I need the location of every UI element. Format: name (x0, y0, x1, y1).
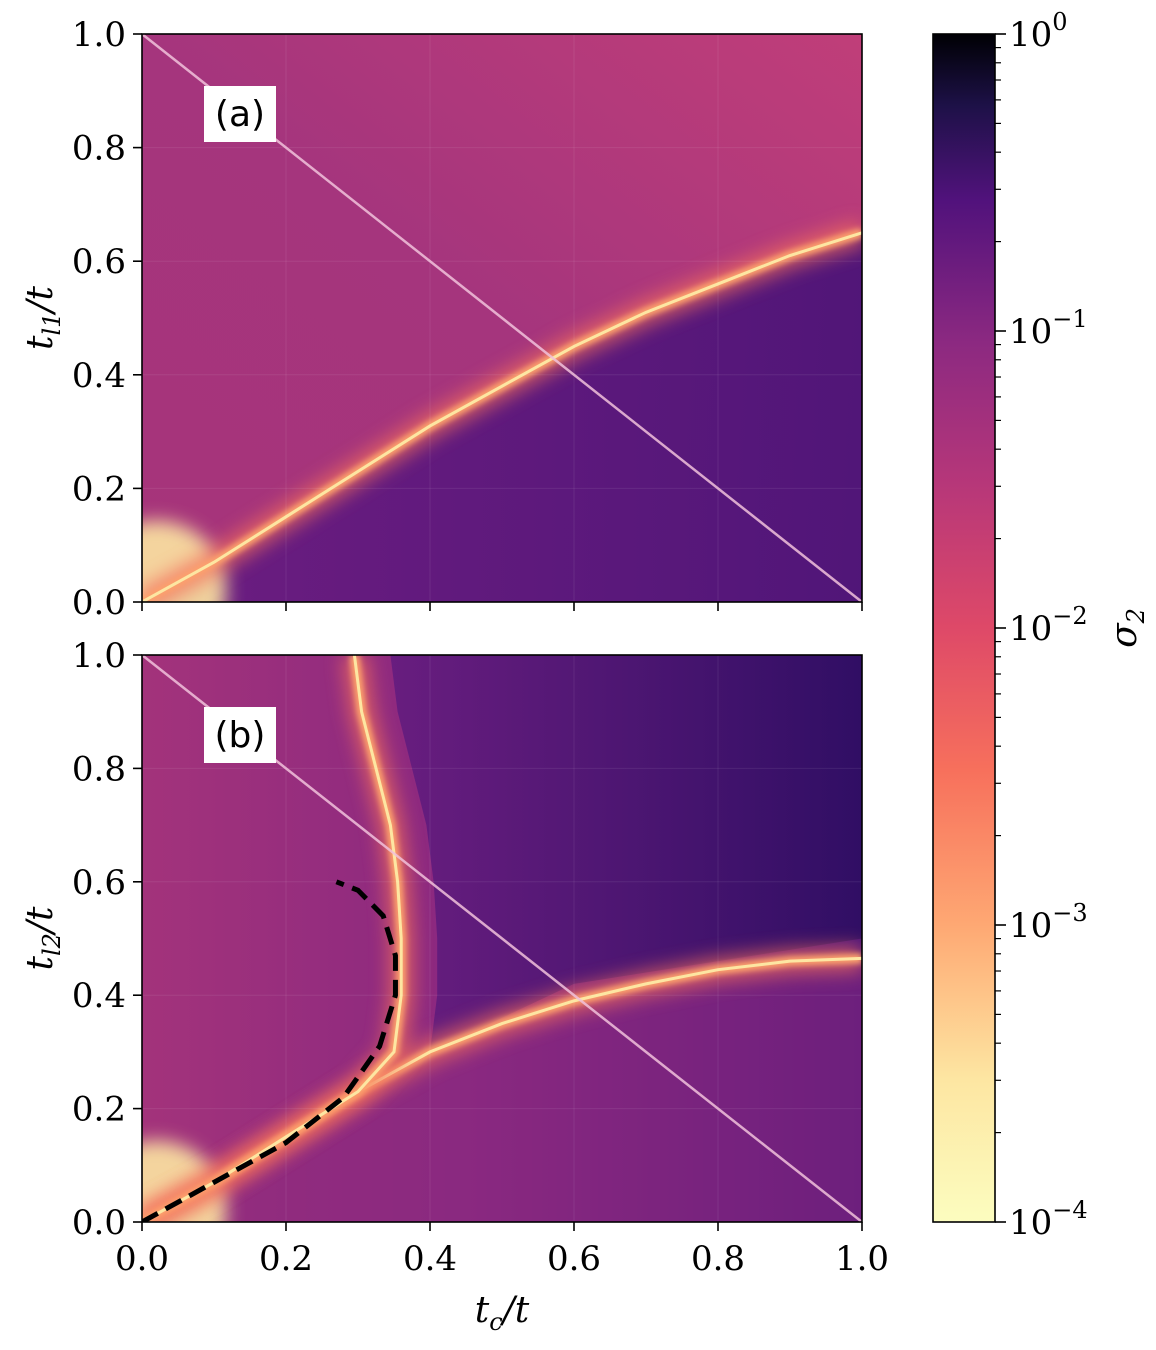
colorbar-tick-label: 10−2 (1009, 602, 1088, 649)
y-tick-label: 0.4 (72, 356, 126, 396)
y-tick-label: 0.8 (72, 129, 126, 169)
y-tick-label: 1.0 (72, 636, 126, 676)
x-tick-label: 0.2 (259, 1239, 313, 1279)
upper-phase-region (390, 655, 862, 1052)
panel-a: (a) 0.0 0.2 0.4 0.6 0.8 1.0 tl1/t (20, 15, 863, 623)
y-tick-label: 0.0 (72, 583, 126, 623)
panel-tag-label: (b) (215, 715, 266, 756)
colorbar-tick-label: 10−4 (1009, 1196, 1088, 1243)
dashed-boundary-curve (142, 879, 398, 1222)
y-tick-label: 0.4 (72, 976, 126, 1016)
panel-tag-box (204, 707, 276, 763)
panel-tag: (a) (204, 86, 276, 142)
colorbar-tick-label: 100 (1009, 8, 1068, 55)
x-tick-label: 1.0 (835, 1239, 889, 1279)
x-tick-label: 0.8 (691, 1239, 745, 1279)
axes-frame (141, 654, 863, 1223)
panel-tag-box (204, 86, 276, 142)
y-tick-label: 0.6 (72, 863, 126, 903)
y-tick-label: 0.6 (72, 242, 126, 282)
transition-line (142, 231, 862, 602)
panel-tag-label: (a) (215, 94, 265, 135)
colorbar (932, 33, 996, 1223)
y-tick-label: 0.0 (72, 1203, 126, 1243)
panel-tag: (b) (204, 707, 276, 763)
colorbar-label: σ2 (1104, 608, 1150, 648)
y-axis-label: tl2/t (20, 906, 66, 971)
y-tick-label: 0.2 (72, 1090, 126, 1130)
colorbar-tick-label: 10−1 (1009, 305, 1088, 352)
y-tick-label: 0.2 (72, 469, 126, 509)
panel-b: (b) 0.0 0.2 0.4 0.6 0.8 1.0 0.0 0.2 0.4 0.6 0.8 1.0 t… (20, 636, 889, 1279)
x-tick-label: 0.4 (403, 1239, 457, 1279)
lower-phase-region (142, 958, 862, 1222)
y-tick-label: 1.0 (72, 15, 126, 55)
colorbar-tick-label: 10−3 (1009, 899, 1088, 946)
reentrant-transition-line (142, 655, 403, 1222)
x-tick-label: 0.0 (115, 1239, 169, 1279)
x-tick-label: 0.6 (547, 1239, 601, 1279)
ordered-phase-region (142, 232, 862, 602)
y-tick-label: 0.8 (72, 749, 126, 789)
x-axis-label: tc/t (475, 1290, 530, 1336)
y-axis-label: tl1/t (20, 285, 66, 350)
axes-frame (141, 33, 863, 603)
